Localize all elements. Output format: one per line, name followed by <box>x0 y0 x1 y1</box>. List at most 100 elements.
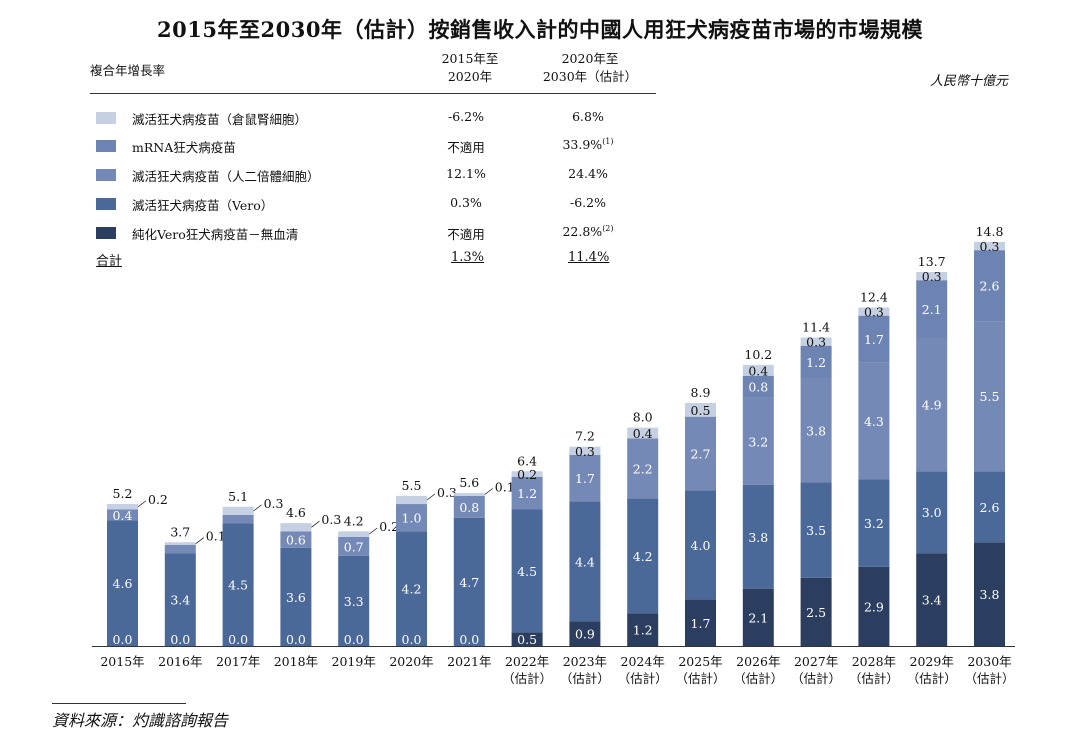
bar-label-human-diploid: 4.3 <box>864 414 884 429</box>
bar-segment-vero <box>685 490 716 600</box>
bar-label-hamster: 0.3 <box>864 305 884 320</box>
legend-label: 滅活狂犬病疫苗（人二倍體細胞） <box>132 169 320 184</box>
bar-label-hamster: 0.1 <box>206 529 226 544</box>
bar-label-human-diploid: 3.2 <box>748 434 768 449</box>
bar-label-mrna: 0.8 <box>748 380 768 395</box>
bar-label-hamster: 0.5 <box>691 403 711 418</box>
bar-label-human-diploid: 2.2 <box>633 462 653 477</box>
bar-label-vero: 4.2 <box>402 582 422 597</box>
bar-segment-serum-free <box>800 577 832 646</box>
bar-label-hamster: 0.3 <box>437 485 457 500</box>
bar-segment-vero <box>569 501 601 622</box>
bar-label-hamster: 0.4 <box>633 426 653 441</box>
bar-label-hamster: 0.2 <box>148 492 168 507</box>
bar-total-label: 11.4 <box>802 320 830 335</box>
bar-label-vero: 4.5 <box>517 564 537 579</box>
bar-segment-serum-free <box>511 632 543 646</box>
bar-segment-mrna <box>800 345 832 379</box>
legend-swatch <box>96 112 116 124</box>
bar-total-label: 10.2 <box>744 347 772 362</box>
bar-total-label: 5.6 <box>459 475 479 490</box>
bar-segment-human-diploid <box>569 454 601 502</box>
bar-label-vero: 4.5 <box>228 578 248 593</box>
bar-label-vero: 3.6 <box>286 590 306 605</box>
x-tick-label: 2020年 <box>389 654 433 669</box>
bar-segment-serum-free <box>742 588 774 646</box>
bar-label-mrna: 2.6 <box>980 279 1000 294</box>
legend-swatch <box>96 169 116 181</box>
bar-segment-hamster <box>569 446 601 455</box>
bar-segment-hamster <box>280 523 312 532</box>
legend-cagr1: 0.3% <box>450 195 482 210</box>
header-divider <box>90 93 656 94</box>
total-label: 合計 <box>96 254 123 269</box>
bar-total-label: 5.5 <box>402 478 422 493</box>
x-tick-note: （估計） <box>907 671 957 686</box>
bar-segment-hamster <box>164 542 196 545</box>
bar-segment-hamster <box>742 364 774 376</box>
bar-segment-vero <box>916 471 948 554</box>
bar-label-serum-free: 2.5 <box>806 605 826 620</box>
bar-total-label: 7.2 <box>575 429 595 444</box>
bar-total-label: 13.7 <box>918 254 946 269</box>
bar-segment-human-diploid <box>742 397 774 485</box>
bar-label-human-diploid: 1.0 <box>402 511 422 526</box>
bar-label-human-diploid: 2.7 <box>691 447 711 462</box>
bar-label-hamster: 0.3 <box>575 444 595 459</box>
x-tick-label: 2019年 <box>332 654 376 669</box>
cagr-col2-header: 2020年至 2030年（估計） <box>530 50 650 86</box>
bar-label-mrna: 1.7 <box>864 332 884 347</box>
x-tick-note: （估計） <box>964 671 1014 686</box>
bar-label-serum-free: 0.0 <box>459 632 479 647</box>
bar-segment-vero <box>453 517 485 646</box>
bar-segment-hamster <box>396 495 427 505</box>
bar-segment-human-diploid <box>107 509 138 521</box>
bar-segment-hamster <box>685 403 716 417</box>
bar-segment-vero <box>858 479 890 567</box>
bar-label-serum-free: 0.0 <box>402 632 422 647</box>
bar-label-mrna: 2.1 <box>922 302 942 317</box>
bar-segment-vero <box>396 531 427 646</box>
leader-line <box>368 527 378 535</box>
x-tick-label: 2025年 <box>678 654 722 669</box>
bar-label-human-diploid: 3.8 <box>806 423 826 438</box>
x-tick-label: 2024年 <box>621 654 665 669</box>
bar-label-human-diploid: 5.5 <box>980 389 1000 404</box>
legend-swatch <box>96 198 116 210</box>
bar-label-serum-free: 2.9 <box>864 599 884 614</box>
total-cagr1: 1.3% <box>451 250 485 265</box>
bar-label-human-diploid: 1.7 <box>575 471 595 486</box>
leader-line <box>426 493 436 501</box>
chart-title: 2015年至2030年（估計）按銷售收入計的中國人用狂犬病疫苗市場的市場規模 <box>157 17 923 42</box>
x-tick-note: （估計） <box>560 671 610 686</box>
bar-segment-serum-free <box>569 621 601 646</box>
legend-cagr1: -6.2% <box>448 109 484 124</box>
bar-segment-mrna <box>916 280 948 338</box>
bar-segment-mrna <box>974 250 1005 322</box>
bar-segment-hamster <box>107 504 138 510</box>
bar-label-vero: 3.0 <box>922 505 942 520</box>
bar-segment-serum-free <box>916 553 948 646</box>
bar-label-human-diploid: 0.8 <box>459 500 479 515</box>
bar-label-vero: 4.7 <box>459 575 479 590</box>
leader-line <box>137 500 147 508</box>
bar-total-label: 5.1 <box>228 489 248 504</box>
leader-line <box>484 488 494 495</box>
x-tick-label: 2027年 <box>794 654 838 669</box>
x-tick-label: 2017年 <box>216 654 260 669</box>
bar-label-hamster: 0.2 <box>379 519 399 534</box>
x-tick-label: 2030年 <box>967 654 1011 669</box>
bar-total-label: 4.6 <box>286 505 306 520</box>
legend-cagr2: 24.4% <box>568 166 608 182</box>
bar-segment-human-diploid <box>164 544 196 554</box>
bar-label-serum-free: 1.7 <box>691 616 711 631</box>
bar-segment-serum-free <box>627 613 659 646</box>
bar-label-hamster: 0.3 <box>806 335 826 350</box>
bar-label-human-diploid: 0.4 <box>113 508 133 523</box>
legend-label: mRNA狂犬病疫苗 <box>132 140 236 155</box>
bar-label-hamster: 0.3 <box>922 269 942 284</box>
legend-cagr2: 6.8% <box>572 109 604 125</box>
bar-label-serum-free: 0.5 <box>517 632 537 647</box>
bar-segment-vero <box>627 498 659 614</box>
bar-label-serum-free: 0.9 <box>575 627 595 642</box>
